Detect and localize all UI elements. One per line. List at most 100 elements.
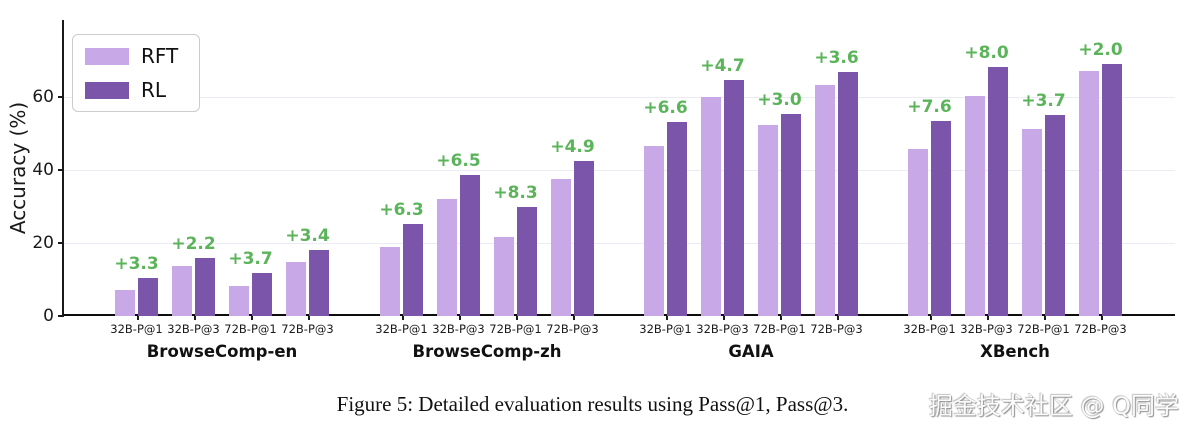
bar-pair-32b-p@3: +2.2 32B-P@3 [167,20,219,336]
rl-bar [252,272,272,316]
bar-pair-72b-p@1: +3.7 72B-P@1 [224,20,276,336]
y-tick-label-40: 40 [32,159,54,180]
y-tick-mark-40 [58,168,64,171]
rl-bar [1045,115,1065,316]
rft-bar [644,146,664,316]
x-tick-label: 32B-P@1 [110,322,163,336]
gain-annotation: +3.4 [285,225,330,246]
rft-bar [1022,128,1042,316]
legend-item-rft: RFT [85,44,187,68]
gain-annotation: +3.7 [1021,91,1066,112]
y-tick-mark-60 [58,95,64,98]
y-tick-label-60: 60 [32,86,54,107]
rft-bar [286,262,306,316]
gain-annotation: +3.6 [814,48,859,69]
x-tick-mark [722,316,725,320]
bar-pair-72b-p@1: +3.0 72B-P@1 [753,20,805,336]
y-tick-label-20: 20 [32,232,54,253]
rl-bar [517,206,537,316]
x-tick-label: 72B-P@3 [546,322,599,336]
rft-bar [437,199,457,316]
bar-pair-72b-p@1: +8.3 72B-P@1 [489,20,541,336]
y-tick-mark-20 [58,241,64,244]
bar-group-gaia: +6.6 32B-P@1 +4.7 32B-P@3 +3.0 72B-P@1 +3.6 72B… [639,20,862,336]
rft-bar [494,237,514,316]
rl-bar [138,278,158,316]
rl-bar [460,175,480,316]
y-tick-label-0: 0 [43,306,54,326]
gridline-40 [64,169,1175,171]
bar-pair-32b-p@3: +6.5 32B-P@3 [432,20,484,336]
bar-pair-72b-p@3: +3.4 72B-P@3 [281,20,333,336]
group-label-browsecomp-en: BrowseComp-en [146,342,298,361]
x-tick-label: 72B-P@1 [1017,322,1070,336]
bar-group-browsecomp-zh: +6.3 32B-P@1 +6.5 32B-P@3 +8.3 72B-P@1 +4.9 72B… [375,20,598,336]
x-tick-label: 32B-P@3 [167,322,220,336]
plot-area: 0 20 40 60 +3.3 32B-P@1 +2.2 32B-P@3 +3.7 72B-P@1… [32,20,1175,361]
y-tick-mark-0 [58,315,64,317]
x-tick-mark [515,316,518,320]
x-tick-mark [193,316,196,320]
rft-bar [1079,71,1099,316]
x-tick-label: 72B-P@1 [489,322,542,336]
x-tick-mark [307,316,310,320]
x-tick-mark [250,316,253,320]
legend-label-rft: RFT [141,44,179,68]
x-tick-mark [986,316,989,320]
gain-annotation: +6.6 [643,97,688,118]
rft-bar [815,85,835,316]
gain-annotation: +3.7 [228,248,273,269]
legend-label-rl: RL [141,78,167,102]
x-tick-label: 32B-P@1 [903,322,956,336]
bar-pair-32b-p@1: +7.6 32B-P@1 [903,20,955,336]
rft-color-swatch [85,47,129,65]
bar-pair-72b-p@1: +3.7 72B-P@1 [1017,20,1069,336]
y-axis-title-text: Accuracy (%) [6,101,30,235]
group-label-xbench: XBench [980,342,1050,361]
gain-annotation: +3.0 [757,89,802,110]
gain-annotation: +4.9 [550,136,595,157]
rft-bar [380,246,400,316]
bar-pair-72b-p@3: +4.9 72B-P@3 [546,20,598,336]
x-tick-label: 72B-P@3 [1074,322,1127,336]
gain-annotation: +4.7 [700,55,745,76]
bar-pair-32b-p@3: +8.0 32B-P@3 [960,20,1012,336]
gain-annotation: +8.3 [493,182,538,203]
bar-pair-32b-p@1: +3.3 32B-P@1 [110,20,162,336]
x-tick-label: 72B-P@3 [281,322,334,336]
x-tick-label: 72B-P@1 [753,322,806,336]
gain-annotation: +3.3 [114,254,159,275]
group-label-browsecomp-zh: BrowseComp-zh [412,342,562,361]
bar-pair-72b-p@3: +3.6 72B-P@3 [810,20,862,336]
x-tick-mark [779,316,782,320]
x-tick-label: 32B-P@1 [375,322,428,336]
bar-group-browsecomp-en: +3.3 32B-P@1 +2.2 32B-P@3 +3.7 72B-P@1 +3.4 72B… [110,20,333,336]
bar-group-xbench: +7.6 32B-P@1 +8.0 32B-P@3 +3.7 72B-P@1 +2.0 72B… [903,20,1126,336]
rft-bar [229,286,249,316]
figure-caption: Figure 5: Detailed evaluation results us… [336,392,849,416]
gain-annotation: +6.5 [436,151,481,172]
rl-bar [574,160,594,316]
rl-bar [838,72,858,316]
gain-annotation: +8.0 [964,42,1009,63]
x-tick-label: 32B-P@3 [696,322,749,336]
x-tick-mark [1100,316,1103,320]
y-axis-title: Accuracy (%) [2,20,34,316]
legend: RFT RL [72,34,200,112]
rl-bar [403,223,423,316]
gain-annotation: +2.0 [1078,39,1123,60]
rft-bar [551,178,571,316]
x-tick-mark [1043,316,1046,320]
x-tick-mark [401,316,404,320]
rl-bar [988,66,1008,316]
rl-bar [195,258,215,316]
group-label-gaia: GAIA [728,342,774,361]
rl-bar [781,113,801,316]
x-tick-mark [572,316,575,320]
rl-bar [309,249,329,316]
x-tick-mark [836,316,839,320]
rft-bar [758,124,778,316]
rl-bar [667,121,687,316]
x-tick-label: 32B-P@3 [432,322,485,336]
